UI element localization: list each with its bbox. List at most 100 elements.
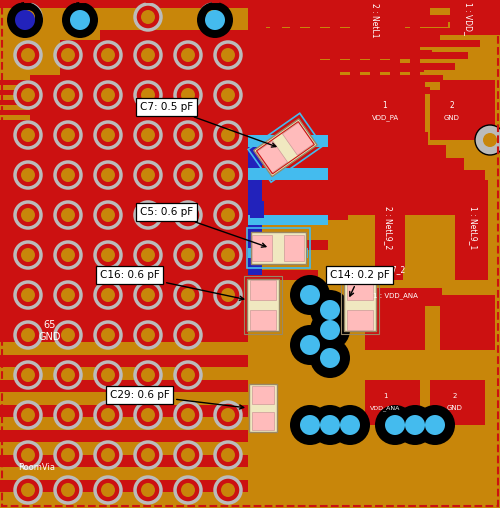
Circle shape xyxy=(55,162,81,188)
Circle shape xyxy=(70,10,90,30)
Circle shape xyxy=(55,282,81,308)
Circle shape xyxy=(141,128,155,142)
Circle shape xyxy=(21,328,35,342)
Bar xyxy=(365,380,420,425)
Bar xyxy=(0,85,30,90)
Circle shape xyxy=(395,405,435,445)
Circle shape xyxy=(95,442,121,468)
Bar xyxy=(248,15,500,22)
Bar xyxy=(355,0,405,35)
Circle shape xyxy=(221,288,235,302)
Circle shape xyxy=(340,415,360,435)
Bar xyxy=(247,228,310,268)
Bar xyxy=(450,0,500,35)
Circle shape xyxy=(21,408,35,422)
Circle shape xyxy=(205,10,225,30)
Bar xyxy=(248,168,328,180)
Bar xyxy=(251,232,306,264)
Circle shape xyxy=(21,448,35,462)
Bar xyxy=(0,115,30,120)
Bar xyxy=(248,158,278,166)
Text: 2 : NetL1: 2 : NetL1 xyxy=(370,3,378,37)
Circle shape xyxy=(200,4,226,30)
Circle shape xyxy=(135,82,161,108)
Text: C16: 0.6 pF: C16: 0.6 pF xyxy=(100,270,244,300)
Bar xyxy=(0,95,30,100)
Bar xyxy=(250,280,276,300)
Circle shape xyxy=(175,242,201,268)
Circle shape xyxy=(141,48,155,62)
Bar xyxy=(320,67,338,215)
Circle shape xyxy=(21,168,35,182)
Bar xyxy=(248,113,322,182)
Circle shape xyxy=(7,2,43,38)
Circle shape xyxy=(300,285,320,305)
Circle shape xyxy=(175,322,201,348)
Circle shape xyxy=(135,4,161,30)
Circle shape xyxy=(61,128,75,142)
Circle shape xyxy=(221,208,235,222)
Bar xyxy=(0,380,248,392)
Circle shape xyxy=(135,42,161,68)
Circle shape xyxy=(55,122,81,148)
Circle shape xyxy=(320,300,340,320)
Circle shape xyxy=(61,88,75,102)
Bar xyxy=(248,165,270,171)
Bar xyxy=(252,412,274,430)
Circle shape xyxy=(221,168,235,182)
Circle shape xyxy=(141,10,155,24)
Bar xyxy=(248,240,328,250)
Text: RoomVia: RoomVia xyxy=(18,463,55,472)
Circle shape xyxy=(135,402,161,428)
Circle shape xyxy=(95,477,121,503)
Bar xyxy=(248,65,424,72)
Circle shape xyxy=(21,368,35,382)
Circle shape xyxy=(101,328,115,342)
Bar xyxy=(365,380,420,422)
Circle shape xyxy=(181,208,195,222)
Bar xyxy=(338,80,356,215)
Bar xyxy=(248,18,278,26)
Bar xyxy=(248,38,278,46)
Circle shape xyxy=(300,415,320,435)
Bar xyxy=(362,288,442,306)
Circle shape xyxy=(61,368,75,382)
Bar xyxy=(248,158,376,165)
Bar xyxy=(375,170,405,280)
Bar xyxy=(0,355,248,367)
Text: C5: 0.6 pF: C5: 0.6 pF xyxy=(140,207,266,247)
Circle shape xyxy=(95,242,121,268)
Circle shape xyxy=(141,248,155,262)
Circle shape xyxy=(141,88,155,102)
Circle shape xyxy=(483,133,497,147)
Circle shape xyxy=(290,325,330,365)
Bar xyxy=(430,0,500,508)
Bar xyxy=(344,279,376,331)
Circle shape xyxy=(206,10,220,24)
Circle shape xyxy=(101,288,115,302)
Bar xyxy=(302,54,320,215)
Circle shape xyxy=(95,362,121,388)
Circle shape xyxy=(95,202,121,228)
Circle shape xyxy=(101,128,115,142)
Circle shape xyxy=(95,402,121,428)
Circle shape xyxy=(141,483,155,497)
Bar xyxy=(0,480,248,492)
Bar xyxy=(248,45,414,51)
Circle shape xyxy=(61,483,75,497)
Bar xyxy=(390,0,400,100)
Circle shape xyxy=(61,448,75,462)
Circle shape xyxy=(21,288,35,302)
Bar xyxy=(0,0,500,15)
Bar xyxy=(0,45,30,50)
Circle shape xyxy=(15,4,41,30)
Circle shape xyxy=(135,442,161,468)
Circle shape xyxy=(175,282,201,308)
Circle shape xyxy=(15,442,41,468)
Circle shape xyxy=(425,415,445,435)
Circle shape xyxy=(181,248,195,262)
Circle shape xyxy=(141,288,155,302)
Bar xyxy=(248,99,418,106)
Bar xyxy=(248,87,430,94)
Bar xyxy=(310,0,320,165)
